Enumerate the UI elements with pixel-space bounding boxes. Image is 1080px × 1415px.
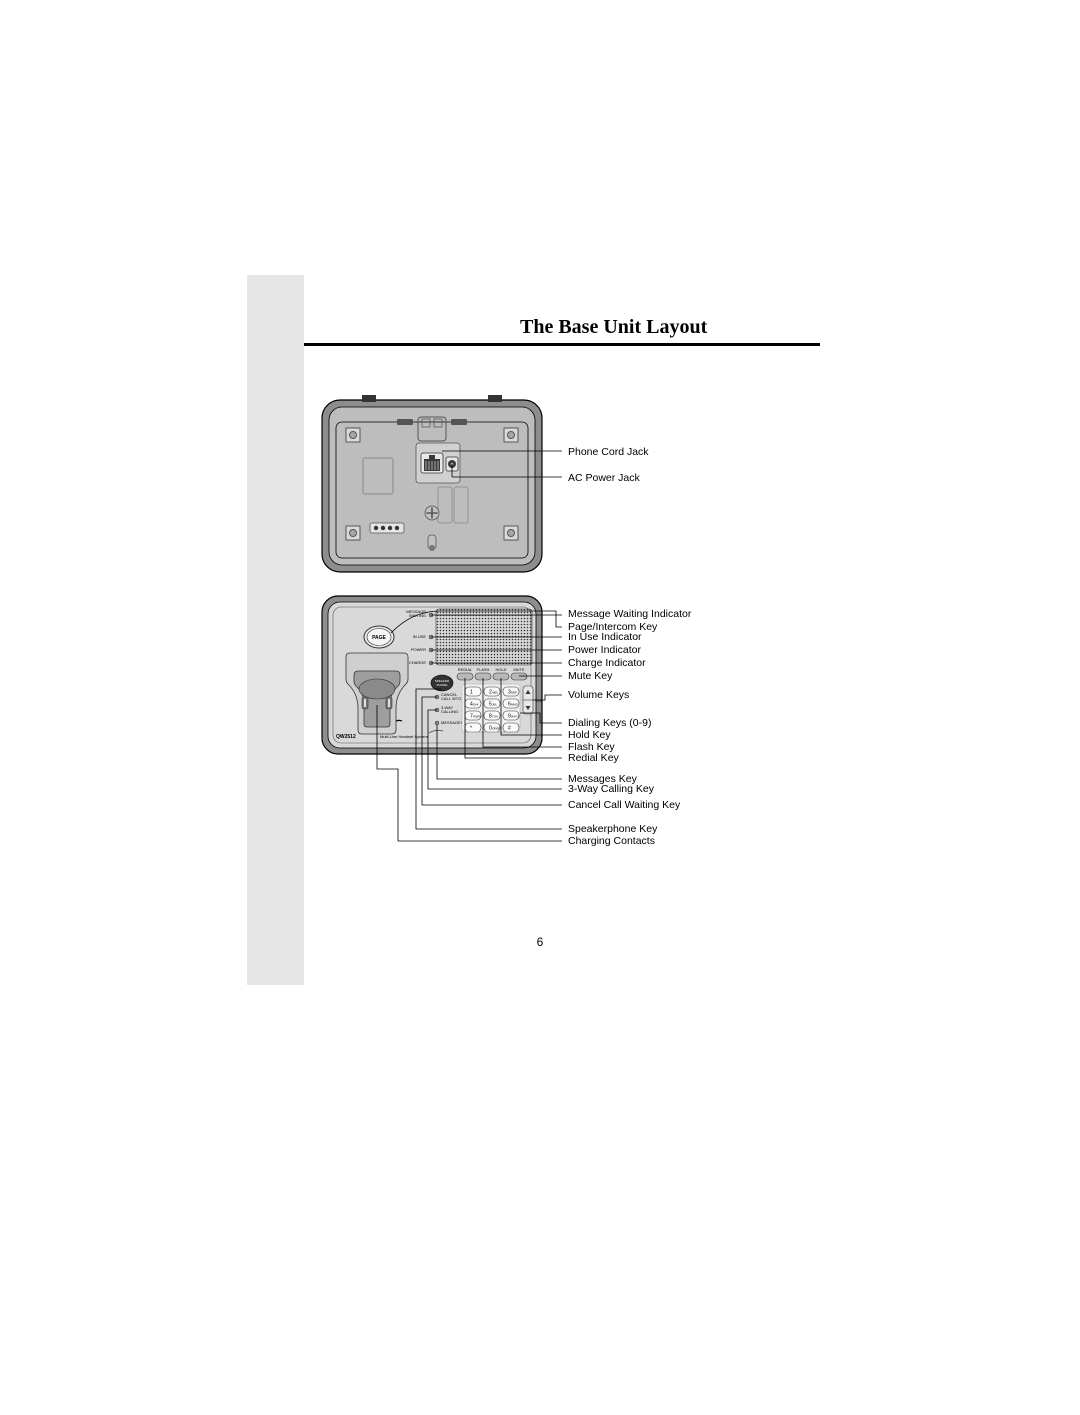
svg-text:GHI: GHI xyxy=(473,703,479,707)
label-ac-power-jack: AC Power Jack xyxy=(568,472,641,484)
label-redial: Redial Key xyxy=(568,752,620,764)
page-intercom-key: PAGE xyxy=(364,626,394,648)
svg-text:CALL WTG: CALL WTG xyxy=(441,696,461,701)
speakerphone-key: SPEAKER PHONE xyxy=(431,675,453,691)
label-phone-cord-jack: Phone Cord Jack xyxy=(568,446,649,458)
header-rule xyxy=(304,343,820,346)
mute-key xyxy=(511,673,527,680)
svg-text:MESSAGES: MESSAGES xyxy=(441,720,464,725)
label-speaker: Speakerphone Key xyxy=(568,823,658,835)
svg-text:CALLING: CALLING xyxy=(441,709,458,714)
svg-text:WXYZ: WXYZ xyxy=(511,715,520,719)
svg-text:PAGE: PAGE xyxy=(372,635,386,641)
dial-key-# xyxy=(503,723,519,732)
svg-text:CHARGE: CHARGE xyxy=(409,660,426,665)
svg-text:VOL: VOL xyxy=(535,698,544,703)
base-unit-diagram: Phone Cord Jack AC Power Jack QW2512 Mul… xyxy=(304,395,820,915)
svg-text:REDIAL: REDIAL xyxy=(458,667,473,672)
svg-text:MNO: MNO xyxy=(511,703,519,707)
svg-text:#: # xyxy=(508,726,511,732)
label-mute: Mute Key xyxy=(568,670,613,682)
page-title: The Base Unit Layout xyxy=(520,316,820,339)
svg-text:PHONE: PHONE xyxy=(437,683,448,687)
svg-text:PQRS: PQRS xyxy=(473,715,482,719)
svg-text:TUV: TUV xyxy=(492,715,498,719)
svg-text:Multi-Line Handset System: Multi-Line Handset System xyxy=(380,734,428,739)
phone-cord-jack xyxy=(421,453,443,473)
svg-text:JKL: JKL xyxy=(492,703,498,707)
svg-text:POWER: POWER xyxy=(411,647,426,652)
label-msg-wait: Message Waiting Indicator xyxy=(568,608,692,620)
dial-key-* xyxy=(465,723,481,732)
label-threeway: 3-Way Calling Key xyxy=(568,783,655,795)
label-cancelcw: Cancel Call Waiting Key xyxy=(568,799,681,811)
svg-text:OPER: OPER xyxy=(492,727,501,731)
svg-text:*: * xyxy=(470,726,472,732)
label-inuse: In Use Indicator xyxy=(568,631,642,643)
page-number: 6 xyxy=(0,935,1080,949)
label-volume: Volume Keys xyxy=(568,689,629,701)
svg-text:1: 1 xyxy=(470,690,473,696)
svg-text:ABC: ABC xyxy=(492,691,499,695)
label-dialing: Dialing Keys (0-9) xyxy=(568,717,651,729)
label-hold: Hold Key xyxy=(568,729,611,741)
svg-text:HOLD: HOLD xyxy=(495,667,506,672)
svg-text:MUTE: MUTE xyxy=(513,667,525,672)
label-charging: Charging Contacts xyxy=(568,835,655,847)
label-power: Power Indicator xyxy=(568,644,641,656)
svg-text:FLASH: FLASH xyxy=(477,667,490,672)
svg-text:QW2512: QW2512 xyxy=(336,734,356,740)
svg-text:IN USE: IN USE xyxy=(413,634,427,639)
svg-text:DEF: DEF xyxy=(511,691,517,695)
label-charge: Charge Indicator xyxy=(568,657,646,669)
messages-key xyxy=(435,721,439,725)
dial-key-1 xyxy=(465,687,481,696)
